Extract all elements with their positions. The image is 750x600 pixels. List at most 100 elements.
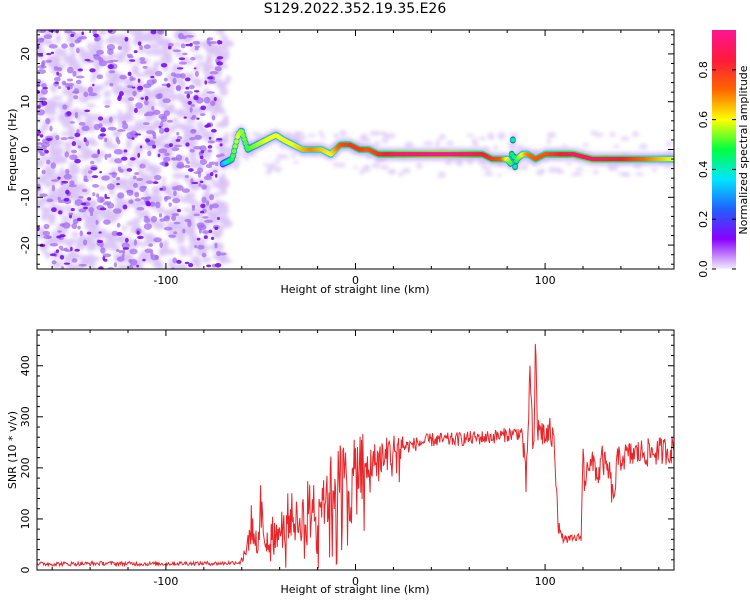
- noise-speck: [143, 217, 151, 223]
- noise-speck: [88, 207, 95, 214]
- noise-speck: [232, 163, 239, 171]
- noise-speck: [188, 168, 194, 172]
- noise-speck: [69, 42, 75, 48]
- noise-speck: [175, 184, 184, 191]
- noise-speck: [65, 189, 70, 195]
- ridge-core: [512, 164, 518, 169]
- noise-speck: [84, 223, 89, 230]
- noise-speck: [43, 34, 53, 40]
- noise-speck: [208, 136, 212, 140]
- noise-speck: [53, 66, 59, 71]
- noise-speck: [359, 169, 365, 176]
- noise-speck: [318, 130, 324, 137]
- noise-speck: [244, 156, 249, 161]
- noise-speck: [82, 239, 88, 246]
- ridge-core: [230, 153, 236, 159]
- spectrogram-xlabel: Height of straight line (km): [280, 283, 429, 296]
- noise-speck: [556, 169, 565, 174]
- noise-speck: [84, 148, 93, 157]
- noise-speck: [83, 178, 89, 183]
- noise-speck: [87, 86, 94, 94]
- noise-speck: [175, 109, 186, 116]
- ridge-core: [239, 129, 245, 134]
- noise-speck: [219, 153, 225, 157]
- noise-speck: [197, 224, 207, 231]
- noise-speck: [90, 166, 98, 171]
- noise-speck: [185, 35, 194, 38]
- noise-speck: [78, 263, 87, 267]
- noise-speck: [123, 88, 131, 97]
- noise-speck: [61, 43, 68, 49]
- noise-speck: [121, 225, 127, 232]
- noise-speck: [133, 182, 138, 188]
- noise-speck: [71, 237, 77, 244]
- noise-speck: [61, 80, 67, 86]
- noise-speck: [206, 91, 215, 94]
- noise-speck: [102, 202, 110, 206]
- noise-speck: [83, 91, 89, 98]
- noise-speck: [216, 101, 223, 112]
- noise-speck: [608, 165, 619, 172]
- noise-speck: [209, 194, 215, 201]
- noise-speck: [37, 44, 40, 50]
- noise-speck: [102, 253, 112, 258]
- noise-speck: [140, 241, 147, 247]
- noise-speck: [48, 216, 56, 226]
- noise-speck: [196, 237, 201, 241]
- noise-speck: [164, 196, 168, 202]
- noise-speck: [182, 228, 186, 234]
- noise-speck: [37, 109, 45, 116]
- noise-speck: [218, 50, 225, 58]
- noise-speck: [208, 104, 214, 112]
- ridge-core: [240, 133, 246, 138]
- noise-speck: [37, 92, 40, 99]
- noise-speck: [145, 138, 151, 143]
- noise-speck: [139, 145, 143, 149]
- noise-speck: [140, 179, 147, 188]
- noise-speck: [222, 219, 233, 228]
- noise-speck: [274, 166, 282, 173]
- noise-speck: [88, 263, 97, 269]
- noise-speck: [183, 116, 187, 119]
- noise-speck: [153, 237, 162, 243]
- noise-speck: [136, 177, 144, 182]
- noise-speck: [191, 129, 197, 132]
- noise-speck: [210, 128, 217, 133]
- noise-speck: [134, 198, 141, 202]
- noise-speck: [100, 197, 104, 203]
- noise-speck: [202, 216, 209, 219]
- noise-speck: [215, 138, 223, 141]
- noise-speck: [175, 138, 181, 142]
- noise-speck: [49, 146, 56, 155]
- noise-speck: [237, 150, 243, 155]
- noise-speck: [216, 61, 224, 66]
- noise-speck: [613, 144, 620, 148]
- noise-speck: [76, 217, 82, 222]
- noise-speck: [117, 109, 122, 119]
- noise-speck: [89, 223, 99, 232]
- colorbar-tick-label: 0.0: [697, 260, 710, 278]
- noise-speck: [189, 72, 194, 78]
- noise-speck: [144, 95, 149, 101]
- noise-speck: [62, 104, 68, 110]
- noise-speck: [57, 199, 66, 203]
- noise-speck: [73, 95, 79, 100]
- noise-speck: [148, 236, 156, 244]
- noise-speck: [379, 164, 390, 170]
- noise-speck: [126, 221, 132, 227]
- noise-speck: [200, 150, 205, 154]
- noise-speck: [58, 73, 62, 78]
- noise-speck: [68, 58, 79, 64]
- noise-speck: [103, 99, 112, 106]
- noise-speck: [176, 67, 184, 70]
- noise-speck: [92, 83, 95, 87]
- noise-speck: [112, 145, 119, 150]
- noise-speck: [171, 63, 183, 74]
- noise-speck: [205, 210, 217, 218]
- noise-speck: [189, 42, 193, 47]
- noise-speck: [363, 164, 370, 168]
- noise-speck: [369, 130, 380, 137]
- noise-speck: [118, 94, 122, 100]
- noise-speck: [40, 174, 47, 180]
- spectrogram-xtick-label: -100: [153, 274, 178, 287]
